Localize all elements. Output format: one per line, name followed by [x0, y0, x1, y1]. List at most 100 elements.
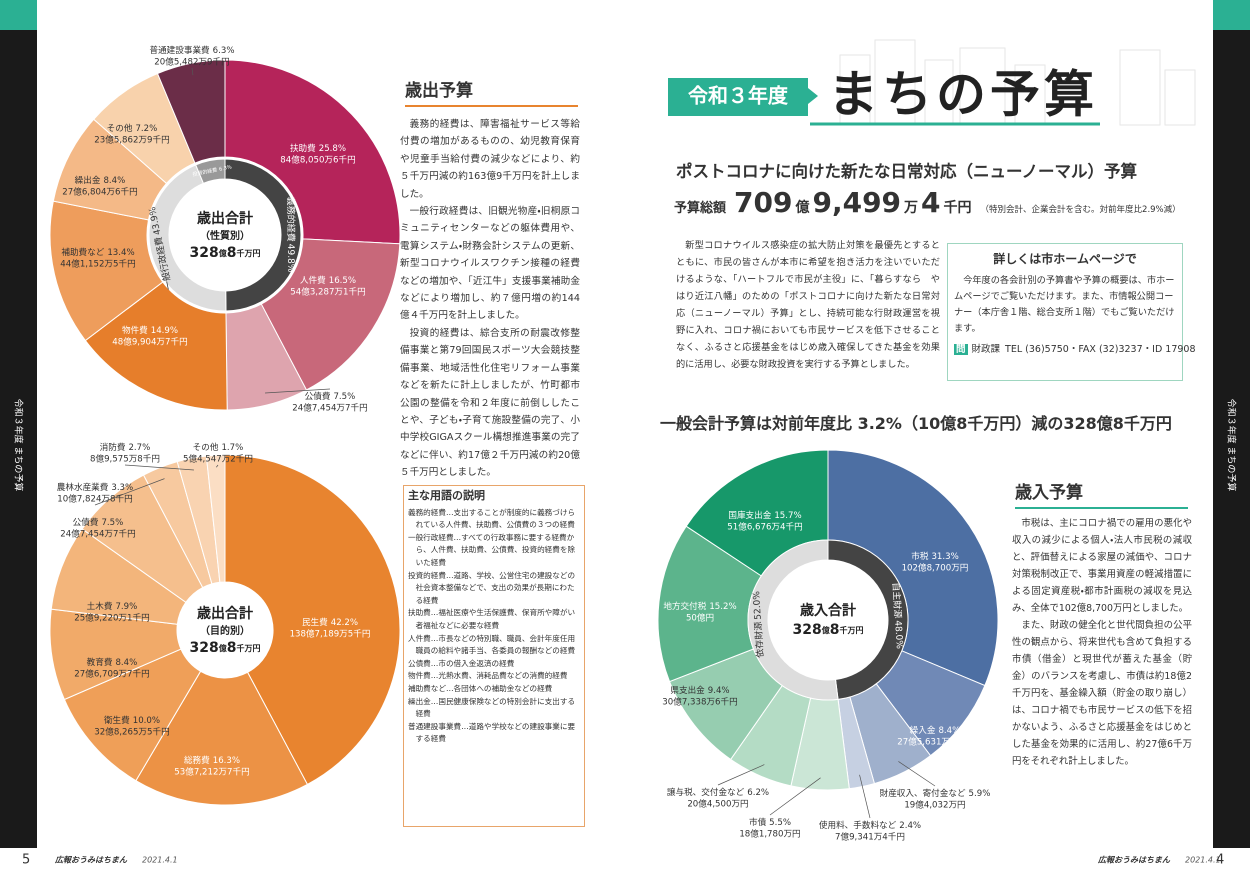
data-label: 地方交付税 15.2% — [663, 600, 736, 612]
data-label: 公債費 7.5% — [305, 390, 356, 402]
paragraph: 投資的経費は、綜合支所の耐震改修整備事業と第79回国民スポーツ大会競技整備事業、… — [400, 327, 580, 479]
side-label: 令和３年度 まちの予算 — [13, 399, 25, 492]
ring-category: 投資的経費 — [192, 166, 218, 178]
data-label: 財産収入、寄付金など 5.9% — [880, 787, 991, 799]
center-total-part: 億 — [218, 643, 227, 653]
leader-line — [216, 464, 219, 468]
value-label: 15.7% — [774, 511, 801, 521]
center-total: 328億8千万円 — [190, 245, 261, 261]
donut-hole — [169, 179, 281, 291]
total-part: 千円 — [943, 200, 972, 216]
total-part: 9,499 — [812, 186, 902, 219]
glossary-item: 物件費…光熱水費、消耗品費などの消費的経費 — [408, 671, 568, 681]
footer-title: 広報おうみはちまん — [54, 856, 128, 865]
category-name: 公債費 — [305, 390, 331, 402]
donut-segment — [224, 454, 401, 786]
value-label: 7.2% — [135, 124, 157, 134]
category-name: 農林水産業費 — [57, 481, 109, 493]
data-label: 繰出金 8.4% — [75, 174, 126, 186]
glossary-item: 投資的経費…道路、学校、公営住宅の建設などの社会資本整備などで、支出の効果が長期… — [408, 570, 576, 605]
amount-label: 44億1,152万5千円 — [60, 258, 135, 270]
glossary-item: 義務的経費…支出することが制度的に義務づけられている人件費、扶助費、公債費の３つ… — [408, 507, 576, 530]
ring-label: 依存財源52.0% — [750, 590, 766, 658]
glossary-item: 人件費…市長などの特別職、職員、会計年度任用職員の給料や諸手当、各委員の報酬など… — [408, 633, 576, 656]
center-total-part: 千万円 — [236, 643, 260, 653]
data-label: 市債 5.5% — [749, 816, 791, 828]
value-label: 16.3% — [213, 756, 240, 766]
donut-segment — [260, 238, 401, 391]
page-number: 4 — [1216, 853, 1224, 868]
category-name: その他 — [193, 441, 219, 453]
amount-label: 84億8,050万6千円 — [280, 154, 355, 166]
amount-label: 20億4,500万円 — [687, 798, 748, 810]
donut-segment — [156, 59, 226, 164]
data-label: 県支出金 9.4% — [670, 684, 729, 696]
contact-item: FAX (32)3237 — [1078, 344, 1143, 355]
category-name: 市債 — [749, 816, 767, 828]
general-heading: 一般会計予算は対前年度比 3.2%（10億8千万円）減の328億8千万円 — [660, 414, 1172, 433]
value-label: 2.4% — [899, 821, 921, 831]
amount-label: 50億円 — [686, 612, 714, 624]
glossary-item: 補助費など…各団体への補助金などの経費 — [408, 683, 553, 693]
data-label: その他 7.2% — [107, 122, 158, 134]
contact-dept: 財政課 — [971, 344, 1001, 355]
amount-label: 27億5,631万6千円 — [897, 736, 972, 748]
contact: 問財政課 TEL (36)5750・FAX (32)3237・ID 17908 — [954, 341, 1196, 355]
amount-label: 25億9,220万1千円 — [74, 612, 149, 624]
donut-hole — [177, 582, 273, 678]
glossary-box: 主な用語の説明 義務的経費…支出することが制度的に義務づけられている人件費、扶助… — [403, 485, 585, 827]
value-label: 8.4% — [938, 726, 960, 736]
badge — [668, 78, 818, 116]
data-label: 民生費 42.2% — [302, 616, 358, 628]
category-name: 繰入金 — [910, 724, 936, 736]
amount-label: 18億1,780万円 — [739, 828, 800, 840]
value-label: 7.9% — [115, 602, 137, 612]
budget-total: 予算総額 709 億 9,499 万 4 千円 （特別会計、企業会計を含む。対前年度比2.9%… — [674, 186, 1181, 219]
center-total-part: 328 — [190, 640, 219, 656]
value-label: 9.4% — [708, 686, 730, 696]
ring-label: 投資的経費6.3% — [192, 163, 233, 178]
amount-label: 10億7,824万8千円 — [57, 493, 132, 505]
center-title: 歳入合計 — [800, 602, 856, 619]
amount-label: 7億9,341万4千円 — [835, 831, 905, 843]
ring-label: 自主財源48.0% — [890, 582, 906, 650]
footer-date: 2021.4.1 — [142, 856, 178, 865]
value-label: 42.2% — [331, 618, 358, 628]
value-label: 13.4% — [107, 248, 134, 258]
value-label: 6.3% — [213, 46, 235, 56]
amount-label: 5億4,547万2千円 — [183, 453, 253, 465]
amount-label: 20億5,482万9千円 — [154, 56, 229, 68]
category-name: 使用料、手数料など — [819, 819, 897, 831]
amount-label: 24億7,454万7千円 — [60, 528, 135, 540]
ring-value: 48.0% — [893, 620, 905, 650]
center-total: 328億8千万円 — [190, 640, 261, 656]
page-title: まちの予算 — [828, 66, 1098, 124]
value-label: 5.9% — [969, 789, 991, 799]
ring-value: 6.3% — [219, 164, 233, 172]
value-label: 8.4% — [103, 176, 125, 186]
info-box: 詳しくは市ホームページで 今年度の各会計別の予算書や予算の概要は、市ホームページ… — [947, 243, 1196, 381]
leader-line — [124, 464, 194, 471]
value-label: 5.5% — [769, 818, 791, 828]
category-name: 財産収入、寄付金など — [880, 787, 966, 799]
category-name: 県支出金 — [670, 684, 705, 696]
category-name: 教育費 — [87, 656, 113, 668]
amount-label: 53億7,212万7千円 — [174, 766, 249, 778]
data-label: 市税 31.3% — [911, 550, 959, 562]
amount-label: 51億6,676万4千円 — [727, 521, 802, 533]
ring-label: 義務的経費 49.8% — [285, 197, 297, 273]
center-total-part: 8 — [227, 245, 237, 261]
intro-text: 新型コロナウイルス感染症の拡大防止対策を最優先とするとともに、市民の皆さんが本市… — [676, 240, 940, 370]
contact-icon: 問 — [954, 344, 968, 355]
footer-title: 広報おうみはちまん — [1097, 856, 1171, 865]
side-label: 令和３年度 まちの予算 — [1226, 399, 1238, 492]
skyline — [839, 39, 1196, 126]
category-name: 市税 — [911, 550, 929, 562]
amount-label: 102億8,700万円 — [902, 562, 969, 574]
badge-text: 令和３年度 — [688, 84, 789, 108]
leader-line — [717, 764, 765, 786]
leader-line — [769, 777, 821, 816]
data-label: 普通建設事業費 6.3% — [149, 44, 234, 56]
contact-item: TEL (36)5750 — [1005, 344, 1069, 355]
